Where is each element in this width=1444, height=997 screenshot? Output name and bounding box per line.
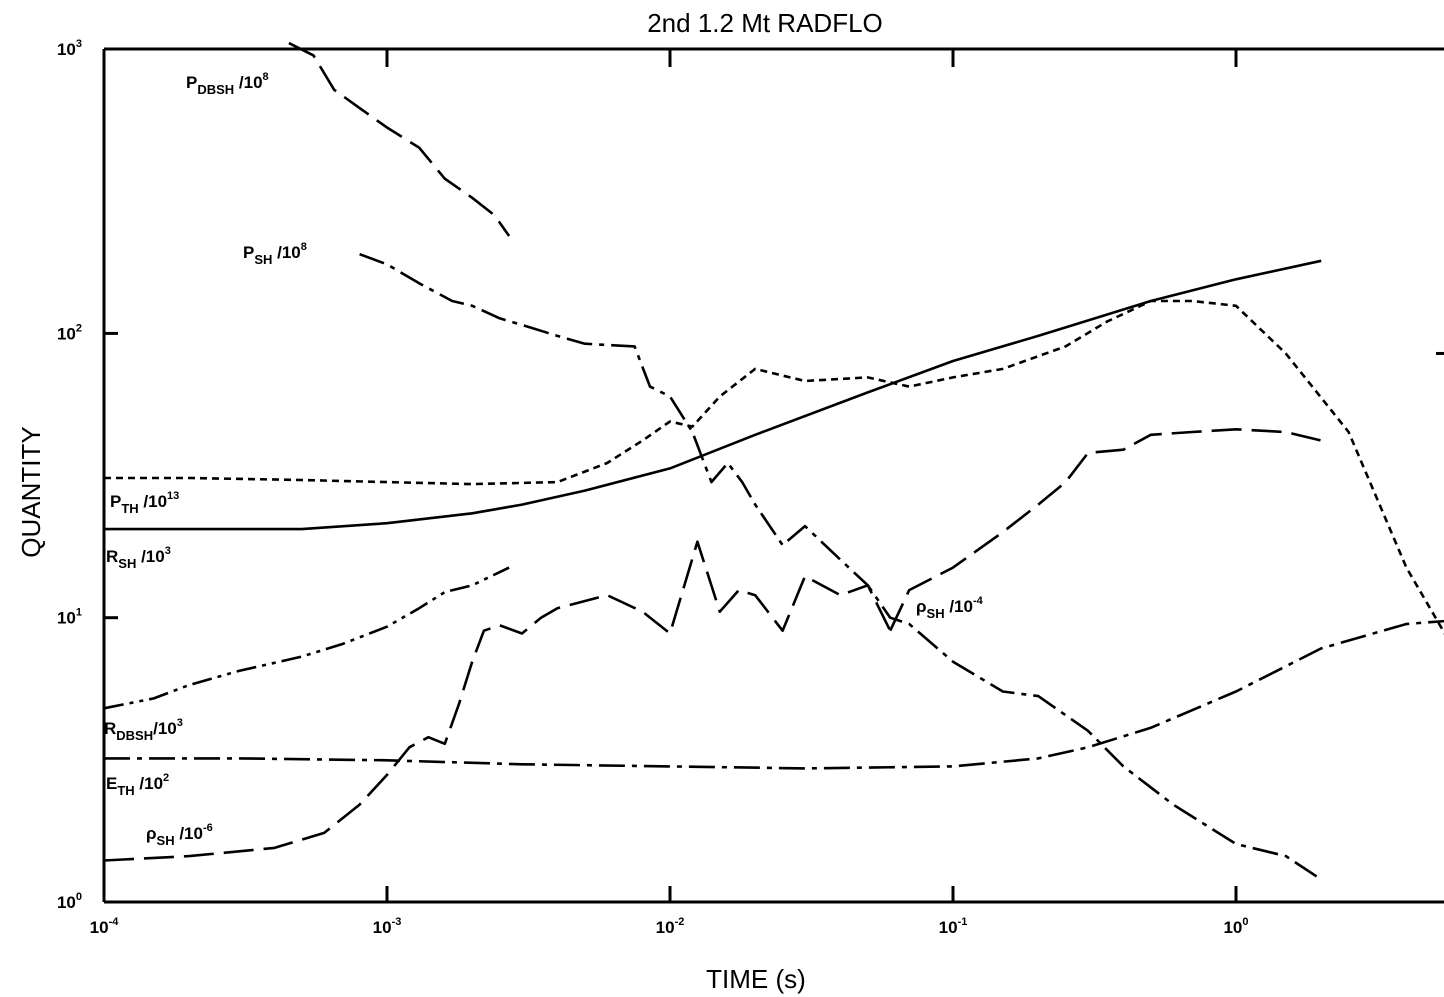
- series-line-1: [359, 252, 1322, 881]
- series-line-2: [104, 299, 1444, 635]
- y-tick-label: 103: [57, 38, 82, 59]
- series-label-4: RDBSH/103: [104, 717, 183, 743]
- y-tick-label: 101: [57, 607, 82, 628]
- series-label-2: PTH /1013: [110, 490, 179, 516]
- plot-area: [103, 41, 1444, 881]
- x-tick-label: 10-1: [939, 916, 968, 937]
- series-label-1: PSH /108: [243, 241, 307, 267]
- series-label-6: ρSH /10-6: [146, 822, 213, 848]
- x-tick-label: 10-3: [373, 916, 402, 937]
- series-line-4: [103, 566, 510, 710]
- x-tick-label: 10-4: [90, 916, 120, 937]
- series-label-5: ETH /102: [106, 772, 169, 798]
- series-line-3: [104, 259, 1322, 531]
- chart-title: 2nd 1.2 Mt RADFLO: [647, 8, 883, 38]
- series-line-6: [103, 540, 892, 862]
- y-tick-label: 102: [57, 322, 82, 343]
- series-label-0: PDBSH /108: [186, 71, 269, 97]
- x-axis-title: TIME (s): [706, 964, 806, 994]
- series-line-5: [104, 619, 1444, 770]
- axes: 10-4 10-3 10-2 10-1 100 100 101 102 103: [57, 38, 1444, 937]
- series-line-7: [889, 427, 1322, 632]
- y-tick-label: 100: [57, 891, 82, 912]
- series-line-0: [288, 41, 511, 237]
- series-label-7: ρSH /10-4: [916, 595, 984, 621]
- x-tick-label: 100: [1223, 916, 1248, 937]
- y-axis-title: QUANTITY: [16, 426, 46, 557]
- series-label-3: RSH /103: [106, 545, 171, 571]
- x-tick-label: 10-2: [656, 916, 685, 937]
- series-labels: PDBSH /108 PSH /108 PTH /1013 RSH /103 RDBSH…: [104, 71, 984, 848]
